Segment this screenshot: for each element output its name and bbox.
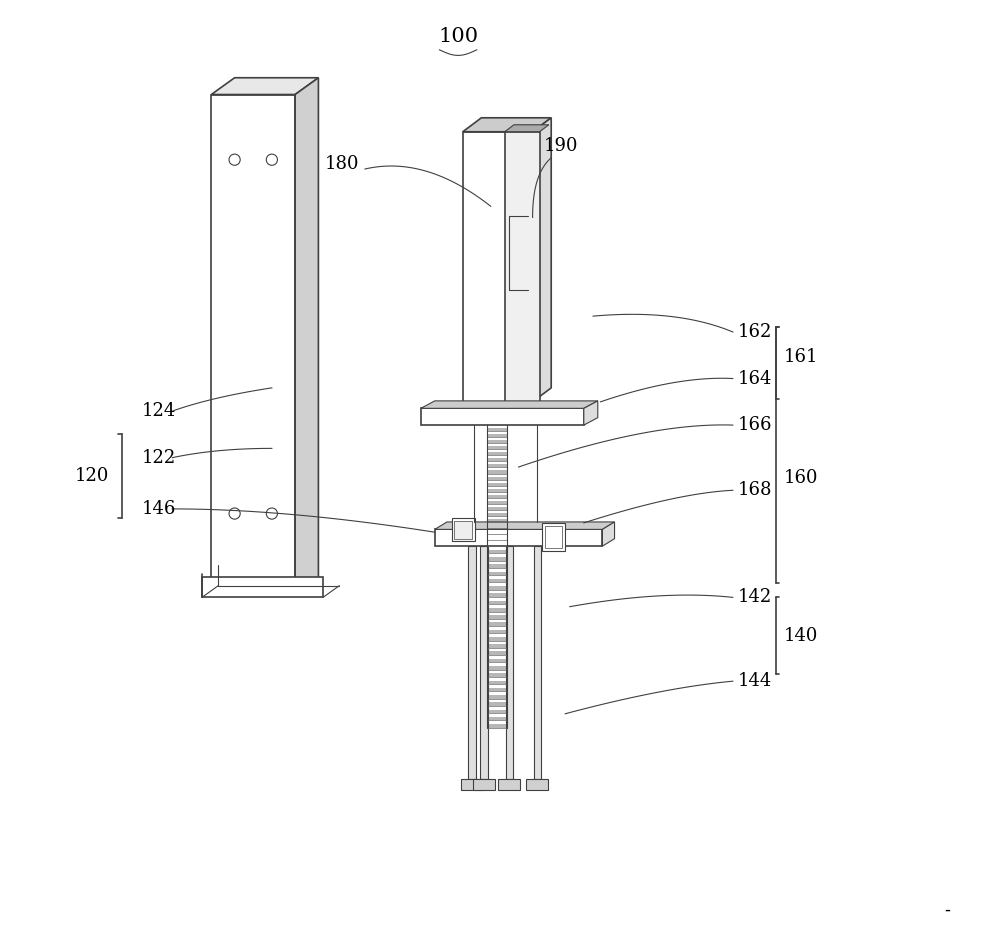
Polygon shape: [487, 637, 507, 641]
Polygon shape: [602, 522, 615, 546]
Polygon shape: [487, 464, 507, 467]
Text: 144: 144: [737, 672, 772, 690]
Polygon shape: [463, 118, 551, 132]
Polygon shape: [487, 687, 507, 691]
Text: 164: 164: [737, 370, 772, 388]
Bar: [211, 94, 295, 579]
Text: 124: 124: [141, 403, 176, 420]
Polygon shape: [487, 537, 507, 540]
Polygon shape: [487, 710, 507, 714]
Polygon shape: [487, 488, 507, 491]
Polygon shape: [463, 132, 533, 402]
Polygon shape: [487, 608, 507, 612]
Text: 162: 162: [737, 323, 772, 341]
Polygon shape: [487, 428, 507, 432]
Text: 140: 140: [784, 628, 818, 645]
Polygon shape: [533, 118, 551, 402]
Polygon shape: [487, 446, 507, 449]
Polygon shape: [435, 530, 602, 546]
Polygon shape: [487, 513, 507, 516]
Polygon shape: [487, 476, 507, 479]
Polygon shape: [487, 658, 507, 662]
Polygon shape: [487, 483, 507, 486]
Polygon shape: [487, 587, 507, 589]
Polygon shape: [487, 564, 507, 568]
Polygon shape: [487, 459, 507, 461]
Polygon shape: [505, 132, 540, 402]
Polygon shape: [487, 572, 507, 575]
Polygon shape: [487, 622, 507, 626]
Polygon shape: [498, 779, 520, 790]
Text: 122: 122: [141, 448, 176, 467]
Polygon shape: [534, 546, 541, 779]
Polygon shape: [487, 525, 507, 528]
Bar: [545, 526, 562, 548]
Polygon shape: [487, 644, 507, 648]
Polygon shape: [487, 717, 507, 720]
Polygon shape: [487, 630, 507, 633]
Text: 166: 166: [737, 416, 772, 434]
Polygon shape: [487, 495, 507, 498]
Polygon shape: [461, 779, 483, 790]
Polygon shape: [505, 125, 549, 132]
Polygon shape: [487, 531, 507, 534]
Polygon shape: [487, 616, 507, 619]
Polygon shape: [487, 652, 507, 655]
Polygon shape: [487, 695, 507, 699]
Polygon shape: [487, 601, 507, 604]
Text: 100: 100: [438, 27, 478, 47]
Polygon shape: [468, 546, 476, 779]
Polygon shape: [487, 544, 507, 546]
Polygon shape: [487, 434, 507, 437]
Polygon shape: [487, 471, 507, 474]
Polygon shape: [480, 546, 488, 779]
Polygon shape: [487, 501, 507, 503]
Polygon shape: [473, 779, 495, 790]
Polygon shape: [487, 550, 507, 554]
Text: 190: 190: [543, 136, 578, 155]
Bar: [454, 521, 472, 539]
Text: 168: 168: [737, 481, 772, 500]
Polygon shape: [487, 557, 507, 560]
Polygon shape: [487, 452, 507, 456]
Polygon shape: [487, 666, 507, 670]
Polygon shape: [487, 681, 507, 685]
Polygon shape: [487, 579, 507, 583]
Text: 120: 120: [75, 467, 109, 486]
Polygon shape: [487, 593, 507, 597]
Polygon shape: [295, 78, 318, 579]
Polygon shape: [487, 519, 507, 522]
Bar: [452, 518, 475, 542]
Polygon shape: [526, 779, 548, 790]
Polygon shape: [487, 702, 507, 706]
Polygon shape: [435, 522, 615, 530]
Text: -: -: [944, 900, 950, 918]
Text: 161: 161: [784, 348, 819, 366]
Polygon shape: [487, 724, 507, 728]
Polygon shape: [421, 408, 584, 425]
Bar: [202, 577, 323, 598]
Text: 180: 180: [324, 155, 359, 174]
Polygon shape: [421, 401, 598, 408]
Polygon shape: [487, 507, 507, 510]
Text: 160: 160: [784, 469, 819, 488]
Bar: [542, 523, 565, 551]
Polygon shape: [506, 546, 513, 779]
Text: 142: 142: [737, 588, 772, 606]
Polygon shape: [584, 401, 598, 425]
Polygon shape: [211, 78, 318, 94]
Polygon shape: [487, 673, 507, 677]
Polygon shape: [487, 440, 507, 444]
Text: 146: 146: [141, 500, 176, 518]
